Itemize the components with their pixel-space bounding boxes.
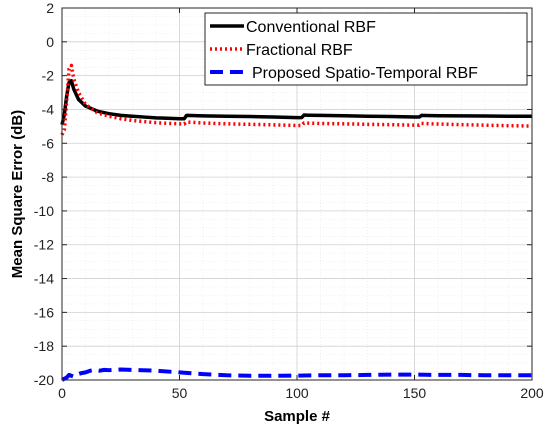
y-tick-label: -4 xyxy=(42,101,55,117)
x-axis-title: Sample # xyxy=(264,408,331,425)
y-tick-label: -16 xyxy=(34,304,54,320)
y-tick-label: -18 xyxy=(34,338,54,354)
x-tick-label: 0 xyxy=(58,385,66,401)
axis-ticks xyxy=(61,7,533,381)
y-tick-label: -14 xyxy=(34,271,54,287)
legend: Conventional RBF Fractional RBF Proposed… xyxy=(204,12,528,86)
y-tick-label: -6 xyxy=(42,135,55,151)
legend-label-fractional-rbf: Fractional RBF xyxy=(246,42,353,59)
y-tick-label: -12 xyxy=(34,237,54,253)
y-tick-label: -2 xyxy=(42,68,55,84)
series-line-conventional-rbf xyxy=(60,78,532,126)
legend-label-conventional-rbf: Conventional RBF xyxy=(246,19,376,36)
y-tick-label: -10 xyxy=(34,203,54,219)
series-lines xyxy=(60,63,533,382)
x-tick-label: 50 xyxy=(172,385,188,401)
x-tick-label: 100 xyxy=(285,385,309,401)
y-tick-label: -8 xyxy=(42,169,55,185)
x-tick-label: 200 xyxy=(520,385,544,401)
series-line-fractional-rbf xyxy=(60,63,533,136)
y-tick-label: 0 xyxy=(46,34,54,50)
x-tick-label: 150 xyxy=(403,385,427,401)
y-tick-label: -20 xyxy=(34,372,54,388)
legend-label-proposed-spatio-temporal-rbf: Proposed Spatio-Temporal RBF xyxy=(252,65,478,82)
series-line-proposed-spatio-temporal-rbf xyxy=(61,367,532,382)
x-tick-labels: 0 50 100 150 200 xyxy=(58,385,544,401)
y-tick-labels: 2 0 -2 -4 -6 -8 -10 -12 -14 -16 -18 -20 xyxy=(34,0,54,388)
y-axis-title: Mean Square Error (dB) xyxy=(9,110,26,278)
legend-box xyxy=(204,12,528,86)
y-tick-label: 2 xyxy=(46,0,54,16)
